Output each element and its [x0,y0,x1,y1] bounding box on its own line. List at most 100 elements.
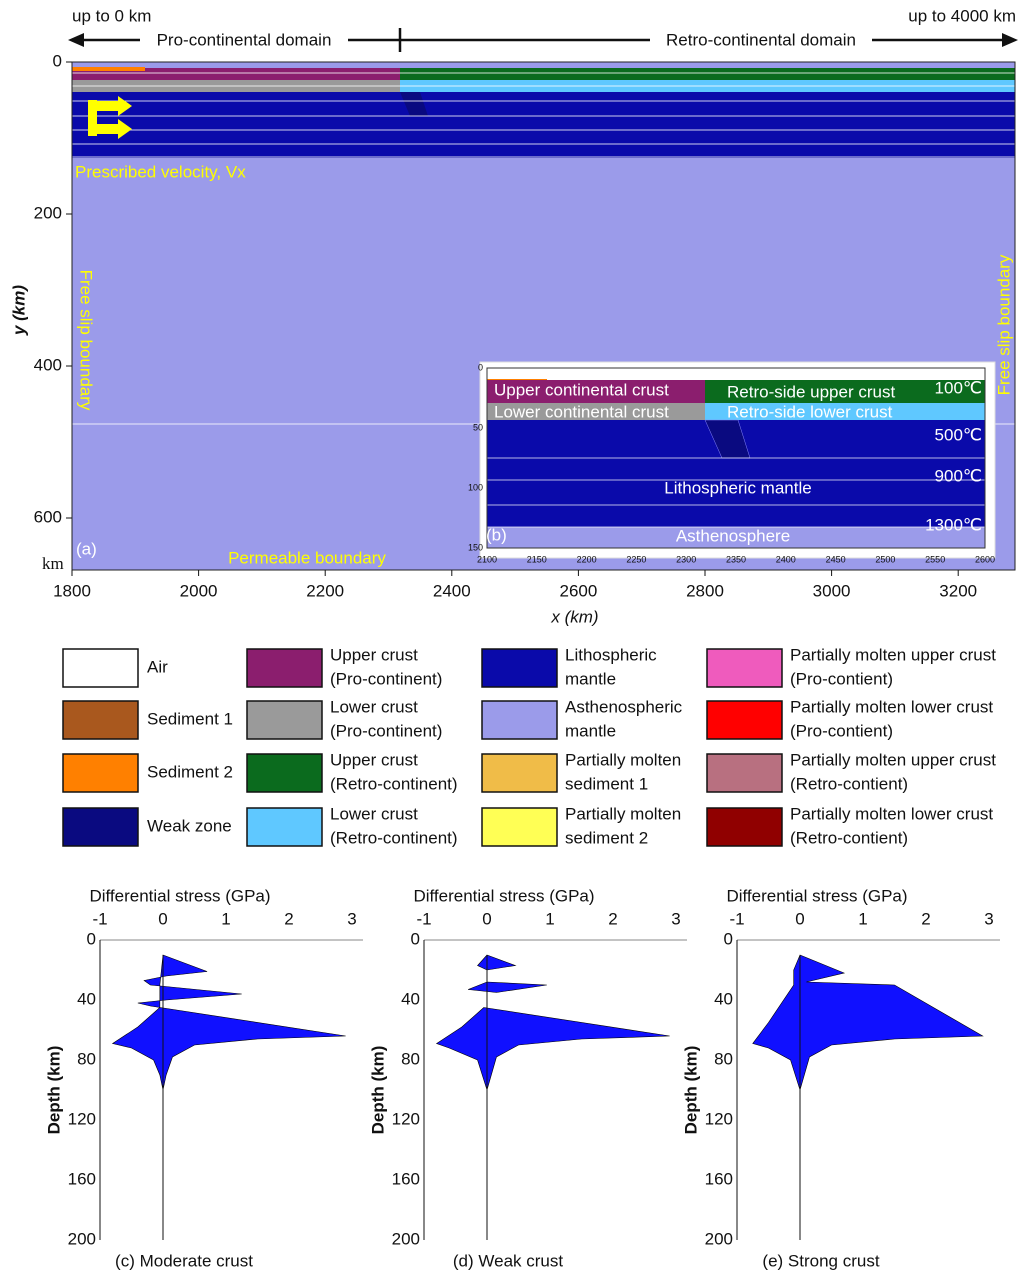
stress-shape [468,982,547,993]
y-tick-label: 120 [392,1109,420,1128]
unit-label: km [42,554,64,573]
panel-tag: (a) [76,539,97,558]
legend-label: sediment 2 [565,828,648,847]
x-tick-label: 3 [984,909,993,928]
legend-swatch [481,700,558,740]
legend-swatch [62,807,139,847]
caption: (c) Moderate crust [115,1251,253,1270]
x-tick-label: 2000 [180,581,218,600]
layer-label: Asthenosphere [676,526,790,545]
y-tick-label: 80 [714,1049,733,1068]
x-tick-label: 2350 [726,554,746,564]
legend-swatch [706,807,783,847]
temperature-label: 900℃ [935,466,982,485]
legend-swatch [481,753,558,793]
temperature-label: 500℃ [935,425,982,444]
stress-profile [113,955,346,1090]
x-tick-label: 2150 [527,554,547,564]
legend-swatch [62,753,139,793]
y-tick-label: 50 [473,422,483,432]
y-tick-label: 160 [392,1169,420,1188]
x-tick-label: 0 [795,909,804,928]
legend-label: (Retro-continent) [330,828,458,847]
x-tick-label: 1 [221,909,230,928]
y-tick-label: 100 [468,482,483,492]
y-tick-label: 160 [705,1169,733,1188]
x-tick-label: 2 [608,909,617,928]
legend-label: Asthenospheric [565,697,683,716]
legend-label: (Retro-continent) [330,774,458,793]
y-tick-label: 150 [468,542,483,552]
y-tick-label: 600 [34,507,62,526]
y-tick-label: 200 [68,1229,96,1248]
legend-swatch [481,807,558,847]
caption: (d) Weak crust [453,1251,563,1270]
stress-profile [437,955,670,1090]
x-tick-label: 2500 [875,554,895,564]
stress-shape [113,955,346,1090]
stress-shape [753,955,983,1090]
boundary-label: Permeable boundary [228,548,386,567]
legend-label: (Retro-contient) [790,828,908,847]
y-tick-label: 120 [705,1109,733,1128]
legend-label: Weak zone [147,816,232,835]
legend-label: Upper crust [330,645,418,664]
layer-label: Lower continental crust [494,402,669,421]
axis-title: Depth (km) [681,1046,700,1135]
legend-swatch [706,700,783,740]
y-tick-label: 80 [77,1049,96,1068]
legend-label: mantle [565,721,616,740]
axis-label: x (km) [550,607,598,626]
legend-swatch [62,700,139,740]
temperature-label: 100℃ [935,378,982,397]
layer-label: Retro-side upper crust [727,382,895,401]
x-tick-label: 2600 [975,554,995,564]
legend-label: Lower crust [330,697,418,716]
x-tick-label: 3200 [939,581,977,600]
y-tick-label: 0 [724,929,733,948]
legend-label: Sediment 2 [147,762,233,781]
x-tick-label: 3 [347,909,356,928]
x-tick-label: 2600 [559,581,597,600]
x-tick-label: 2 [284,909,293,928]
y-tick-label: 0 [53,51,62,70]
legend-swatch [706,648,783,688]
x-tick-label: 2100 [477,554,497,564]
legend-swatch [706,753,783,793]
x-tick-label: -1 [92,909,107,928]
axis-title: Differential stress (GPa) [413,886,594,905]
pro-domain: Pro-continental domain [157,30,332,49]
y-tick-label: 80 [401,1049,420,1068]
x-tick-label: 1 [858,909,867,928]
x-tick-label: 2250 [626,554,646,564]
y-tick-label: 120 [68,1109,96,1128]
x-tick-label: -1 [729,909,744,928]
left-label: up to 0 km [72,6,151,25]
x-tick-label: 2300 [676,554,696,564]
x-tick-label: -1 [416,909,431,928]
y-tick-label: 40 [714,989,733,1008]
x-tick-label: 0 [158,909,167,928]
layer-label: Upper continental crust [494,380,669,399]
x-tick-label: 2400 [776,554,796,564]
legend-label: (Pro-contient) [790,669,893,688]
right-label: up to 4000 km [908,6,1016,25]
legend-label: Upper crust [330,750,418,769]
layer-label: Lithospheric mantle [664,478,811,497]
legend-swatch [62,648,139,688]
x-tick-label: 2550 [925,554,945,564]
legend-label: Lower crust [330,804,418,823]
y-tick-label: 200 [34,203,62,222]
velocity-label: Prescribed velocity, Vx [75,162,246,181]
caption: (e) Strong crust [762,1251,879,1270]
axis-title: Differential stress (GPa) [89,886,270,905]
x-tick-label: 1800 [53,581,91,600]
x-tick-label: 2800 [686,581,724,600]
legend-label: Partially molten [565,750,681,769]
legend-swatch [481,648,558,688]
x-tick-label: 2400 [433,581,471,600]
layer-label: Retro-side lower crust [727,402,893,421]
axis-title: Differential stress (GPa) [726,886,907,905]
y-tick-label: 160 [68,1169,96,1188]
